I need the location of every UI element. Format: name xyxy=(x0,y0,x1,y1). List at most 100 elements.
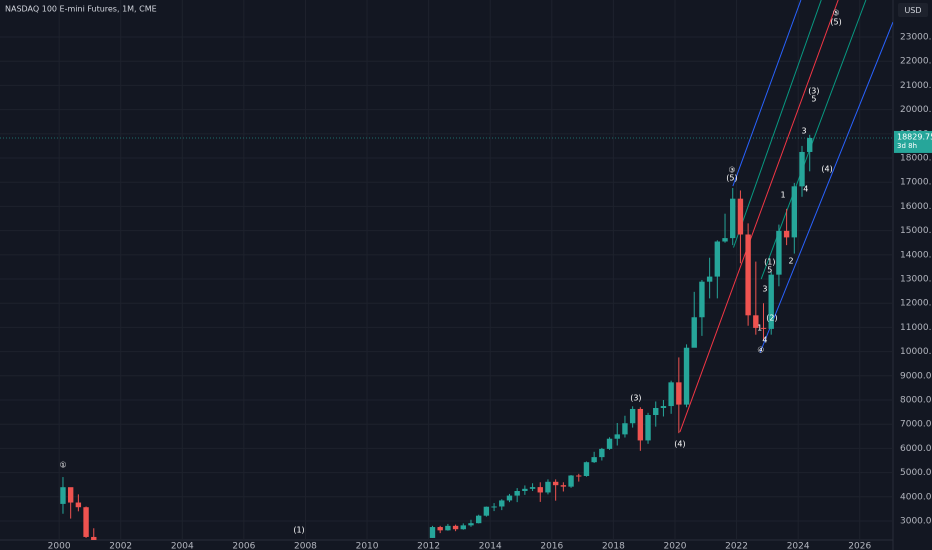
last-price: 18829.75 xyxy=(897,132,932,141)
wave-label: (5) xyxy=(726,174,737,183)
currency[interactable]: USD xyxy=(904,6,921,15)
wave-label: (4) xyxy=(821,165,832,174)
wave-label: 2 xyxy=(789,257,794,266)
candle-body xyxy=(599,448,605,458)
candle-body xyxy=(475,515,482,524)
candle-body xyxy=(691,317,697,348)
y-tick-label: 21000.00 xyxy=(900,81,932,91)
wave-label: (4) xyxy=(674,440,685,449)
candle-body xyxy=(529,487,536,489)
x-tick-label: 2018 xyxy=(602,542,625,550)
candle-body xyxy=(714,241,721,277)
x-tick-label: 2010 xyxy=(356,542,379,550)
wave-label: ① xyxy=(60,461,67,470)
candle-body xyxy=(706,276,713,282)
candle-body xyxy=(468,523,474,526)
wave-label: 1 xyxy=(757,323,762,332)
candle-body xyxy=(660,406,667,408)
wave-label: ③ xyxy=(728,166,735,175)
price-tag xyxy=(894,130,932,153)
candle-body xyxy=(514,490,520,496)
candle-body xyxy=(545,481,551,493)
y-tick-label: 23000.00 xyxy=(900,33,932,43)
candle-body xyxy=(676,382,682,405)
y-tick-label: 4000.00 xyxy=(900,492,932,502)
countdown: 3d 8h xyxy=(897,142,917,150)
candle-body xyxy=(522,488,528,491)
candle-body xyxy=(783,230,790,238)
candle-body xyxy=(760,327,767,329)
x-tick-label: 2012 xyxy=(417,542,440,550)
candle-body xyxy=(560,485,567,487)
x-tick-label: 2002 xyxy=(109,542,132,550)
candle-body xyxy=(753,315,759,328)
candle-body xyxy=(576,475,582,477)
y-tick-label: 12000.00 xyxy=(900,299,932,309)
channel-line xyxy=(759,21,893,354)
channel-line xyxy=(679,0,839,433)
candle-body xyxy=(445,525,451,531)
candle-body xyxy=(460,525,466,530)
x-tick-label: 2024 xyxy=(787,542,810,550)
grid xyxy=(0,0,893,540)
wave-label: (1) xyxy=(764,258,775,267)
candle-body xyxy=(668,382,674,407)
y-tick-label: 14000.00 xyxy=(900,250,932,260)
candle-body xyxy=(807,137,813,152)
x-tick-label: 2014 xyxy=(479,542,502,550)
y-tick-label: 10000.00 xyxy=(900,347,932,357)
candle-body xyxy=(745,234,751,316)
candle-body xyxy=(722,238,728,242)
y-tick-label: 20000.00 xyxy=(900,105,932,115)
x-tick-label: 2000 xyxy=(48,542,71,550)
candle-body xyxy=(60,487,66,504)
candle-body xyxy=(614,434,620,439)
wave-label: ④ xyxy=(757,345,764,354)
candle-body xyxy=(606,438,613,449)
candle-body xyxy=(506,495,513,501)
candle-body xyxy=(91,536,97,540)
wave-label: 1 xyxy=(781,191,786,200)
candle-body xyxy=(591,457,597,463)
x-tick-label: 2004 xyxy=(171,542,194,550)
y-tick-label: 7000.00 xyxy=(900,420,932,430)
candle-body xyxy=(483,506,490,516)
wave-label: 3 xyxy=(801,127,806,136)
y-tick-label: 8000.00 xyxy=(900,396,932,406)
y-tick-label: 11000.00 xyxy=(900,323,932,333)
candle-body xyxy=(75,502,82,508)
candle-body xyxy=(653,407,659,416)
wave-label: 5 xyxy=(811,95,816,104)
x-tick-label: 2008 xyxy=(294,542,317,550)
candle-body xyxy=(452,525,459,530)
wave-label: ⑤ xyxy=(832,9,839,18)
y-tick-label: 13000.00 xyxy=(900,275,932,285)
wave-label: (1) xyxy=(293,525,304,534)
wave-label: (5) xyxy=(830,18,841,27)
candle-body xyxy=(730,198,736,239)
wave-label: (3) xyxy=(808,87,819,96)
x-tick-label: 2026 xyxy=(848,542,871,550)
y-tick-label: 16000.00 xyxy=(900,202,932,212)
candle-body xyxy=(491,506,497,508)
wave-label: 5 xyxy=(767,266,772,275)
candle-body xyxy=(791,186,798,238)
candle-body xyxy=(622,423,628,435)
candle-body xyxy=(67,487,74,503)
candle-body xyxy=(768,274,774,329)
y-tick-label: 18000.00 xyxy=(900,154,932,164)
chart-title: NASDAQ 100 E-mini Futures, 1M, CME xyxy=(5,5,157,14)
x-tick-label: 2020 xyxy=(664,542,687,550)
candle-body xyxy=(799,151,805,187)
currency-box[interactable] xyxy=(898,3,928,17)
candle-body xyxy=(629,408,636,424)
candle-body xyxy=(568,475,574,487)
wave-label: (3) xyxy=(630,394,641,403)
wave-label: 3 xyxy=(762,284,767,293)
y-tick-label: 5000.00 xyxy=(900,468,932,478)
candle-body xyxy=(552,481,559,486)
candle-body xyxy=(699,281,705,318)
